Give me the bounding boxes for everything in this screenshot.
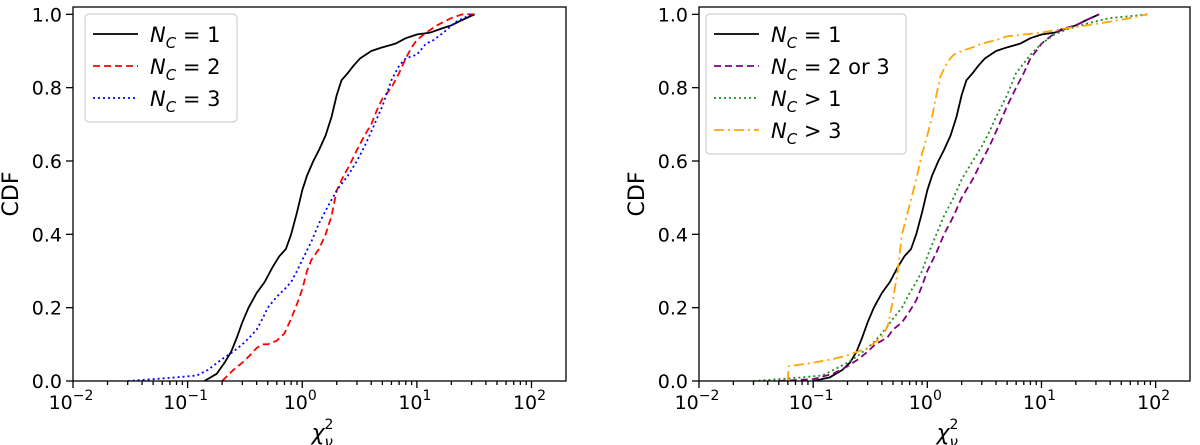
y-tick-label: 1.0 xyxy=(32,4,62,26)
y-tick-label: 0.6 xyxy=(32,151,62,173)
x-tick-label: 102 xyxy=(1137,388,1170,414)
legend-label-3: NC > 1 xyxy=(771,87,842,116)
series-lines xyxy=(753,13,1148,381)
y-tick-label: 0.6 xyxy=(658,151,688,173)
x-tick-label: 100 xyxy=(284,388,317,414)
legend: NC = 1 NC = 2 NC = 3 xyxy=(84,13,238,123)
legend-frame xyxy=(84,13,238,123)
legend-label-2: NC = 2 or 3 xyxy=(771,55,890,84)
x-tick-label: 10−2 xyxy=(49,388,94,414)
legend-label-1: NC = 1 xyxy=(771,23,842,52)
right-cdf-panel: 10−2 10−1 100 101 102 0.0 0.2 0.4 0.6 0.8 1.0 CDF χ2… xyxy=(625,4,1191,445)
x-axis-label: χ2 ν xyxy=(936,417,959,445)
series-line-3 xyxy=(127,13,472,381)
series-line-3 xyxy=(753,13,1148,381)
x-tick-label: 100 xyxy=(909,388,942,414)
x-tick-label: 10−1 xyxy=(163,388,208,414)
y-tick-label: 0.0 xyxy=(658,371,688,393)
x-tick-label: 102 xyxy=(513,388,546,414)
plot-frame xyxy=(698,6,1191,382)
y-axis-label: CDF xyxy=(625,172,650,217)
series-line-1 xyxy=(812,13,1100,381)
legend-frame xyxy=(705,13,907,155)
x-tick-label: 10−2 xyxy=(675,388,720,414)
y-tick-label: 0.2 xyxy=(658,298,688,320)
y-tick-label: 1.0 xyxy=(658,4,688,26)
x-tick-label: 10−1 xyxy=(789,388,834,414)
legend: NC = 1 NC = 2 or 3 NC > 1 NC > 3 xyxy=(705,13,907,155)
series-line-2 xyxy=(221,13,477,381)
y-axis-label: CDF xyxy=(0,172,24,217)
y-tick-label: 0.4 xyxy=(32,224,62,246)
left-cdf-panel: 10−2 10−1 100 101 102 0.0 0.2 0.4 0.6 0.8 1.0 CDF χ2… xyxy=(0,4,567,445)
x-tick-label: 101 xyxy=(1023,388,1056,414)
y-tick-label: 0.4 xyxy=(658,224,688,246)
legend-label-2: NC = 2 xyxy=(150,55,221,84)
y-tick-label: 0.2 xyxy=(32,298,62,320)
x-axis-label: χ2 ν xyxy=(311,417,334,445)
y-tick-label: 0.8 xyxy=(32,78,62,100)
legend-label-3: NC = 3 xyxy=(150,87,221,116)
series-line-2 xyxy=(778,13,1100,381)
legend-label-1: NC = 1 xyxy=(150,23,221,52)
series-line-1 xyxy=(203,13,476,381)
x-tick-label: 101 xyxy=(398,388,431,414)
plot-frame xyxy=(72,6,567,382)
y-tick-label: 0.0 xyxy=(32,371,62,393)
legend-label-4: NC > 3 xyxy=(771,119,842,148)
series-lines xyxy=(127,13,477,381)
series-line-4 xyxy=(786,13,1148,381)
y-tick-label: 0.8 xyxy=(658,78,688,100)
